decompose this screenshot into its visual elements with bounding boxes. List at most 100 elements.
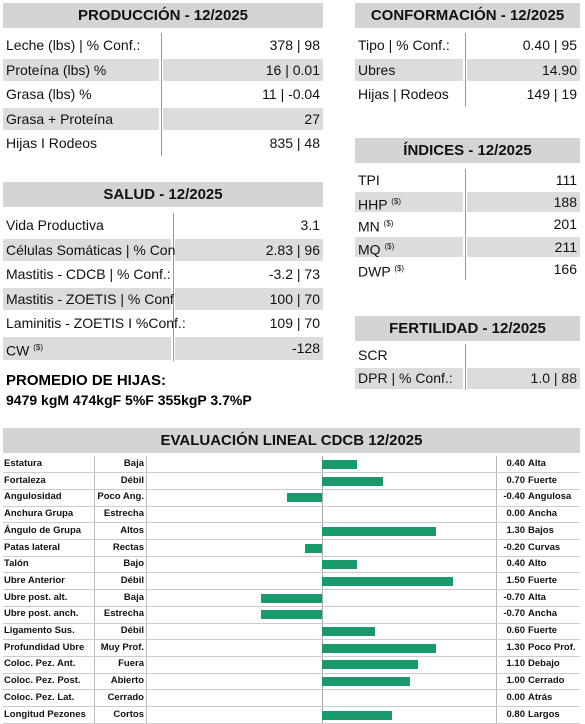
value-text: 0.40 | 95 — [522, 37, 577, 53]
row-line — [3, 689, 580, 691]
bar — [322, 476, 384, 486]
section-header: PRODUCCIÓN - 12/2025 — [3, 3, 323, 28]
bar — [304, 543, 322, 553]
superscript: ($) — [383, 219, 394, 229]
row-label: Leche (lbs) | % Conf.: — [3, 34, 159, 57]
row-value: 109 | 70 — [175, 312, 323, 335]
row-value: 211 — [467, 236, 580, 257]
label-text: CW — [6, 342, 30, 359]
label-text: Proteína (lbs) % — [6, 61, 107, 78]
low-label: Abierto — [110, 675, 144, 687]
trait-label: Ligamento Sus. — [4, 625, 75, 636]
bar — [322, 627, 375, 636]
value-label: -0.70 — [503, 608, 525, 620]
section-header: CONFORMACIÓN - 12/2025 — [355, 3, 580, 28]
low-label: Cerrado — [107, 691, 144, 703]
value-label: -0.70 — [503, 591, 525, 603]
row-value: 188 — [467, 192, 580, 213]
value-text: -3.2 | 73 — [268, 266, 320, 283]
value-text: 3.1 — [300, 217, 320, 233]
row-label: Grasa + Proteína — [3, 107, 159, 131]
trait-label: Ubre post. anch. — [4, 608, 79, 620]
label-text: Tipo | % Conf.: — [358, 37, 450, 53]
value-label: 1.30 — [506, 524, 526, 536]
superscript: ($) — [391, 197, 401, 207]
value-label: 0.40 — [506, 458, 526, 469]
bar — [322, 560, 357, 570]
bar — [322, 460, 357, 469]
value-label: 0.00 — [506, 691, 526, 703]
low-label: Poco Ang. — [97, 491, 144, 503]
high-label: Alta — [528, 458, 546, 469]
low-label: Débil — [120, 474, 144, 486]
divider — [161, 33, 162, 156]
value-text: 211 — [554, 238, 577, 255]
trait-label: Coloc. Pez. Post. — [4, 675, 81, 687]
low-label: Baja — [123, 458, 144, 469]
value-label: 1.00 — [506, 675, 526, 687]
row-line — [3, 672, 580, 674]
value-text: 166 — [553, 260, 577, 277]
label-text: SCR — [358, 347, 388, 363]
label-text: MN — [358, 219, 380, 236]
high-label: Atrás — [528, 691, 553, 703]
row-value: 378 | 98 — [163, 34, 323, 57]
row-label: Hijas I Rodeos — [3, 132, 159, 155]
trait-label: Estatura — [4, 458, 43, 469]
high-label: Fuerte — [528, 625, 558, 636]
value-text: 835 | 48 — [269, 135, 320, 152]
label-text: Mastitis - ZOETIS | % Conf.: — [6, 290, 182, 307]
low-label: Cortos — [113, 708, 144, 720]
row-label: SCR — [355, 345, 463, 366]
row-label: Tipo | % Conf.: — [355, 34, 463, 57]
row-label: DPR | % Conf.: — [355, 368, 463, 389]
row-line — [3, 488, 580, 490]
row-label: Proteína (lbs) % — [3, 58, 159, 82]
trait-label: Fortaleza — [4, 474, 46, 486]
divider — [465, 344, 466, 390]
trait-label: Ubre Anterior — [4, 574, 65, 586]
label-text: Mastitis - CDCB | % Conf.: — [6, 266, 171, 283]
high-label: Poco Prof. — [528, 641, 576, 653]
label-text: Laminitis - ZOETIS I %Conf.: — [6, 315, 186, 332]
high-label: Ancha — [528, 608, 558, 620]
row-label: Ubres — [355, 58, 463, 82]
bar — [260, 593, 322, 603]
chart-title: EVALUACIÓN LINEAL CDCB 12/2025 — [3, 428, 580, 453]
row-value: 835 | 48 — [163, 132, 323, 155]
row-value: 201 — [467, 214, 580, 234]
value-label: -0.40 — [503, 491, 525, 503]
row-label: Mastitis - ZOETIS | % Conf.: — [3, 287, 182, 311]
bar — [322, 576, 454, 586]
row-label: Grasa (lbs) % — [3, 83, 159, 106]
trait-label: Profundidad Ubre — [4, 641, 85, 653]
divider — [465, 169, 466, 280]
row-line — [3, 622, 580, 624]
row-value: -128 — [175, 337, 323, 360]
label-text: Hijas | Rodeos — [358, 86, 449, 103]
value-label: 0.70 — [506, 474, 526, 486]
row-value: 2.83 | 96 — [175, 238, 323, 262]
value-label: 0.80 — [506, 708, 526, 720]
high-label: Ancha — [528, 508, 558, 520]
high-label: Fuerte — [528, 574, 558, 586]
bar — [322, 710, 392, 720]
low-label: Estrecha — [103, 608, 144, 620]
label-text: Grasa (lbs) % — [6, 86, 92, 103]
row-value: 166 — [467, 259, 580, 279]
value-label: -0.20 — [503, 541, 525, 553]
high-label: Largos — [528, 708, 560, 720]
label-text: TPI — [358, 172, 380, 188]
high-label: Alta — [528, 591, 546, 603]
row-line — [3, 655, 580, 657]
value-label: 0.40 — [506, 558, 526, 570]
value-text: 2.83 | 96 — [265, 241, 320, 258]
row-line — [3, 555, 580, 557]
bar — [322, 660, 419, 670]
bar — [322, 643, 436, 653]
section-header: SALUD - 12/2025 — [3, 182, 323, 207]
row-line — [3, 572, 580, 574]
row-value: 16 | 0.01 — [163, 58, 323, 82]
trait-label: Coloc. Pez. Lat. — [4, 691, 75, 703]
